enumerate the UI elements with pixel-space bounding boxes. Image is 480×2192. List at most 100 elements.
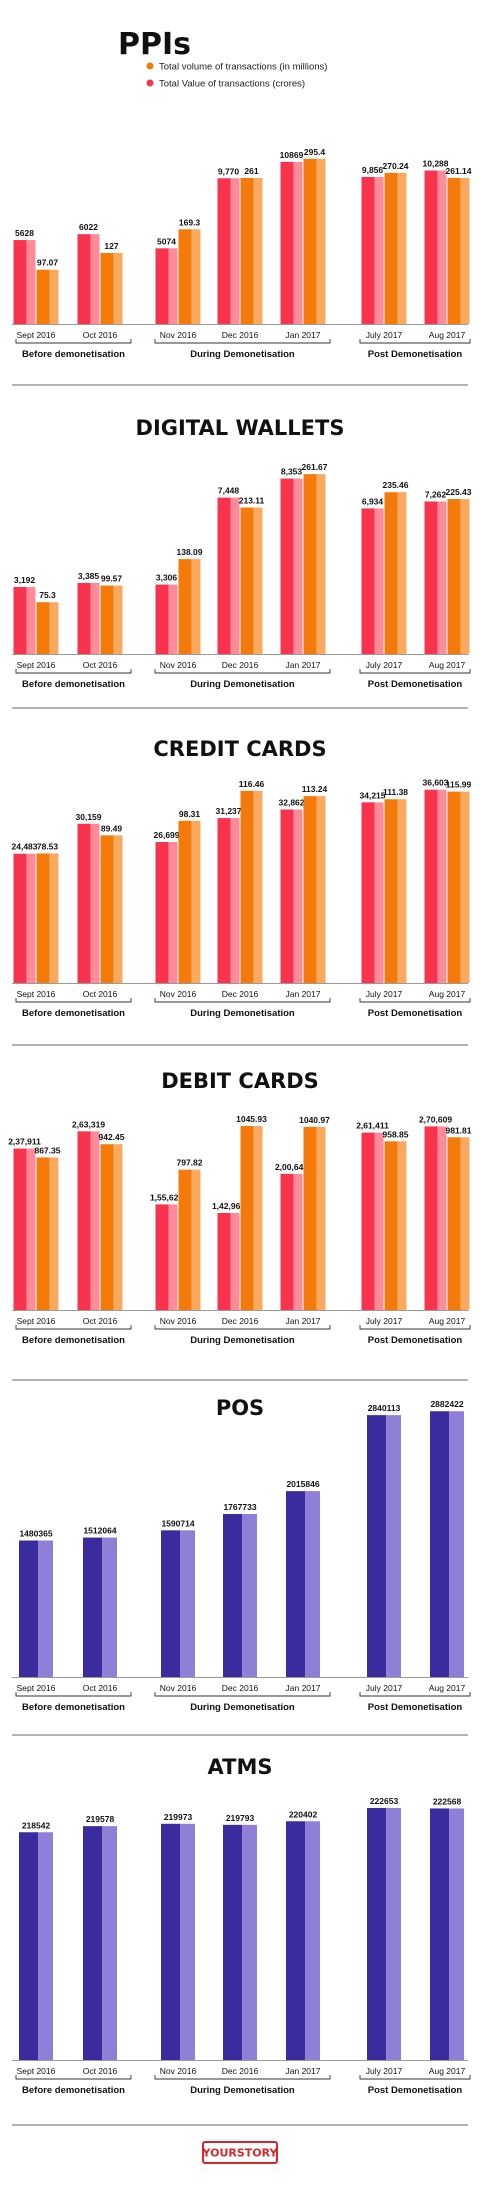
digital-wallets-value-bar-shade [90,582,100,654]
digital-wallets-category-label: Dec 2016 [222,660,259,670]
legend-value-dot [146,79,154,87]
debit-cards-value-bar-shade [168,1204,178,1310]
atms-group-bracket [154,2075,331,2080]
debit-cards-volume-bar-shade [316,1126,326,1310]
digital-wallets-value-bar-shade [168,584,178,654]
ppis-group-bracket [154,339,331,344]
charts-layer: 5628 97.07 Sept 2016 6022 127 Oct 2016 5074169… [8,147,472,2096]
credit-cards-group-label: Before demonetisation [22,1008,125,1019]
ppis-value-bar-shade [168,248,178,324]
credit-cards-group-bracket [359,998,471,1003]
digital-wallets-volume-label: 235.46 [383,480,409,490]
pos-group-bracket [359,1692,471,1697]
credit-cards-value-bar-shade [230,818,240,983]
debit-cards-category-label: Aug 2017 [429,1316,466,1326]
credit-cards-volume-bar [178,820,192,983]
ppis-group-label: Before demonetisation [22,349,125,360]
pos-bar-label: 1512064 [83,1526,116,1536]
credit-cards-value-bar-shade [293,809,303,983]
debit-cards-volume-label: 958.85 [383,1129,409,1139]
atms-group-bracket [15,2075,132,2080]
credit-cards-value-bar [280,809,294,983]
ppis-volume-bar [100,252,114,324]
ppis-value-bar [217,178,231,324]
atms-bar [83,1826,103,2060]
debit-cards-value-bar-shade [90,1131,100,1310]
credit-cards-volume-label: 78.53 [37,841,59,851]
credit-cards-volume-bar [240,790,254,983]
ppis-value-label: 10869 [280,150,304,160]
digital-wallets-volume-bar-shade [253,507,263,654]
credit-cards-value-bar-shade [374,802,384,983]
debit-cards-group-bracket [359,1325,471,1330]
digital-wallets-value-label: 3,192 [14,575,36,585]
debit-cards-value-label: 2,70,609 [419,1114,452,1124]
digital-wallets-value-bar [280,478,294,654]
atms-bar-shade [449,1808,464,2060]
ppis-volume-label: 261.14 [446,166,472,176]
legend-volume-dot [146,62,154,70]
digital-wallets-group-bracket [359,669,471,674]
digital-wallets-volume-bar [36,602,50,654]
credit-cards-group-bracket [15,998,132,1003]
credit-cards-volume-label: 98.31 [179,809,201,819]
credit-cards-value-bar-shade [26,853,36,983]
digital-wallets-value-bar [155,584,169,654]
ppis-volume-label: 169.3 [179,217,201,227]
chart-title-ppis: PPIs [118,27,191,62]
pos-bar [161,1530,181,1677]
digital-wallets-value-bar-shade [293,478,303,654]
digital-wallets-group-label: Post Demonetisation [368,679,463,690]
ppis-value-bar-shade [90,234,100,324]
ppis-group-label: During Demonetisation [190,349,295,360]
debit-cards-group-bracket [154,1325,331,1330]
ppis-volume-bar [447,177,461,324]
digital-wallets-category-label: July 2017 [366,660,403,670]
debit-cards-volume-bar [447,1137,461,1310]
credit-cards-value-label: 26,699 [154,830,180,840]
debit-cards-value-bar [280,1173,294,1310]
digital-wallets-volume-label: 99.57 [101,574,123,584]
ppis-volume-bar-shade [460,177,470,324]
ppis-volume-bar-shade [113,252,123,324]
digital-wallets-group-bracket [154,669,331,674]
atms-group-bracket [359,2075,471,2080]
atms-bar-shade [38,1832,53,2060]
pos-group-label: During Demonetisation [190,1702,295,1713]
ppis-volume-bar [303,158,317,324]
pos-bar [430,1411,450,1677]
pos-bar-shade [305,1491,320,1677]
debit-cards-volume-bar [178,1169,192,1310]
digital-wallets-group-bracket [15,669,132,674]
debit-cards-value-bar [155,1204,169,1310]
digital-wallets-value-bar [424,501,438,654]
ppis-category-label: Oct 2016 [83,330,118,340]
credit-cards-category-label: Jan 2017 [286,989,321,999]
debit-cards-value-bar-shade [26,1148,36,1310]
pos-group-label: Before demonetisation [22,1702,125,1713]
digital-wallets-category-label: Aug 2017 [429,660,466,670]
ppis-category-label: July 2017 [366,330,403,340]
debit-cards-value-label: 2,61,411 [356,1121,389,1131]
debit-cards-volume-bar-shade [460,1137,470,1310]
pos-bar [83,1537,103,1677]
atms-bar [286,1821,306,2060]
atms-category-label: July 2017 [366,2066,403,2076]
digital-wallets-value-label: 7,262 [425,489,447,499]
debit-cards-volume-label: 981.81 [446,1125,472,1135]
atms-category-label: Aug 2017 [429,2066,466,2076]
digital-wallets-value-bar [361,508,375,654]
atms-group-label: During Demonetisation [190,2085,295,2096]
pos-bar-label: 2840113 [368,1403,401,1413]
ppis-volume-bar-shade [397,172,407,324]
credit-cards-value-bar [77,823,91,983]
debit-cards-volume-label: 1040.97 [299,1115,330,1125]
atms-group-label: Before demonetisation [22,2085,125,2096]
chart-title-atms: ATMS [208,1755,273,1779]
chart-title-digital-wallets: DIGITAL WALLETS [136,416,345,440]
digital-wallets-value-bar [77,582,91,654]
digital-wallets-value-bar-shade [437,501,447,654]
ppis-value-label: 9,770 [218,166,240,176]
digital-wallets-value-label: 6,934 [362,496,384,506]
